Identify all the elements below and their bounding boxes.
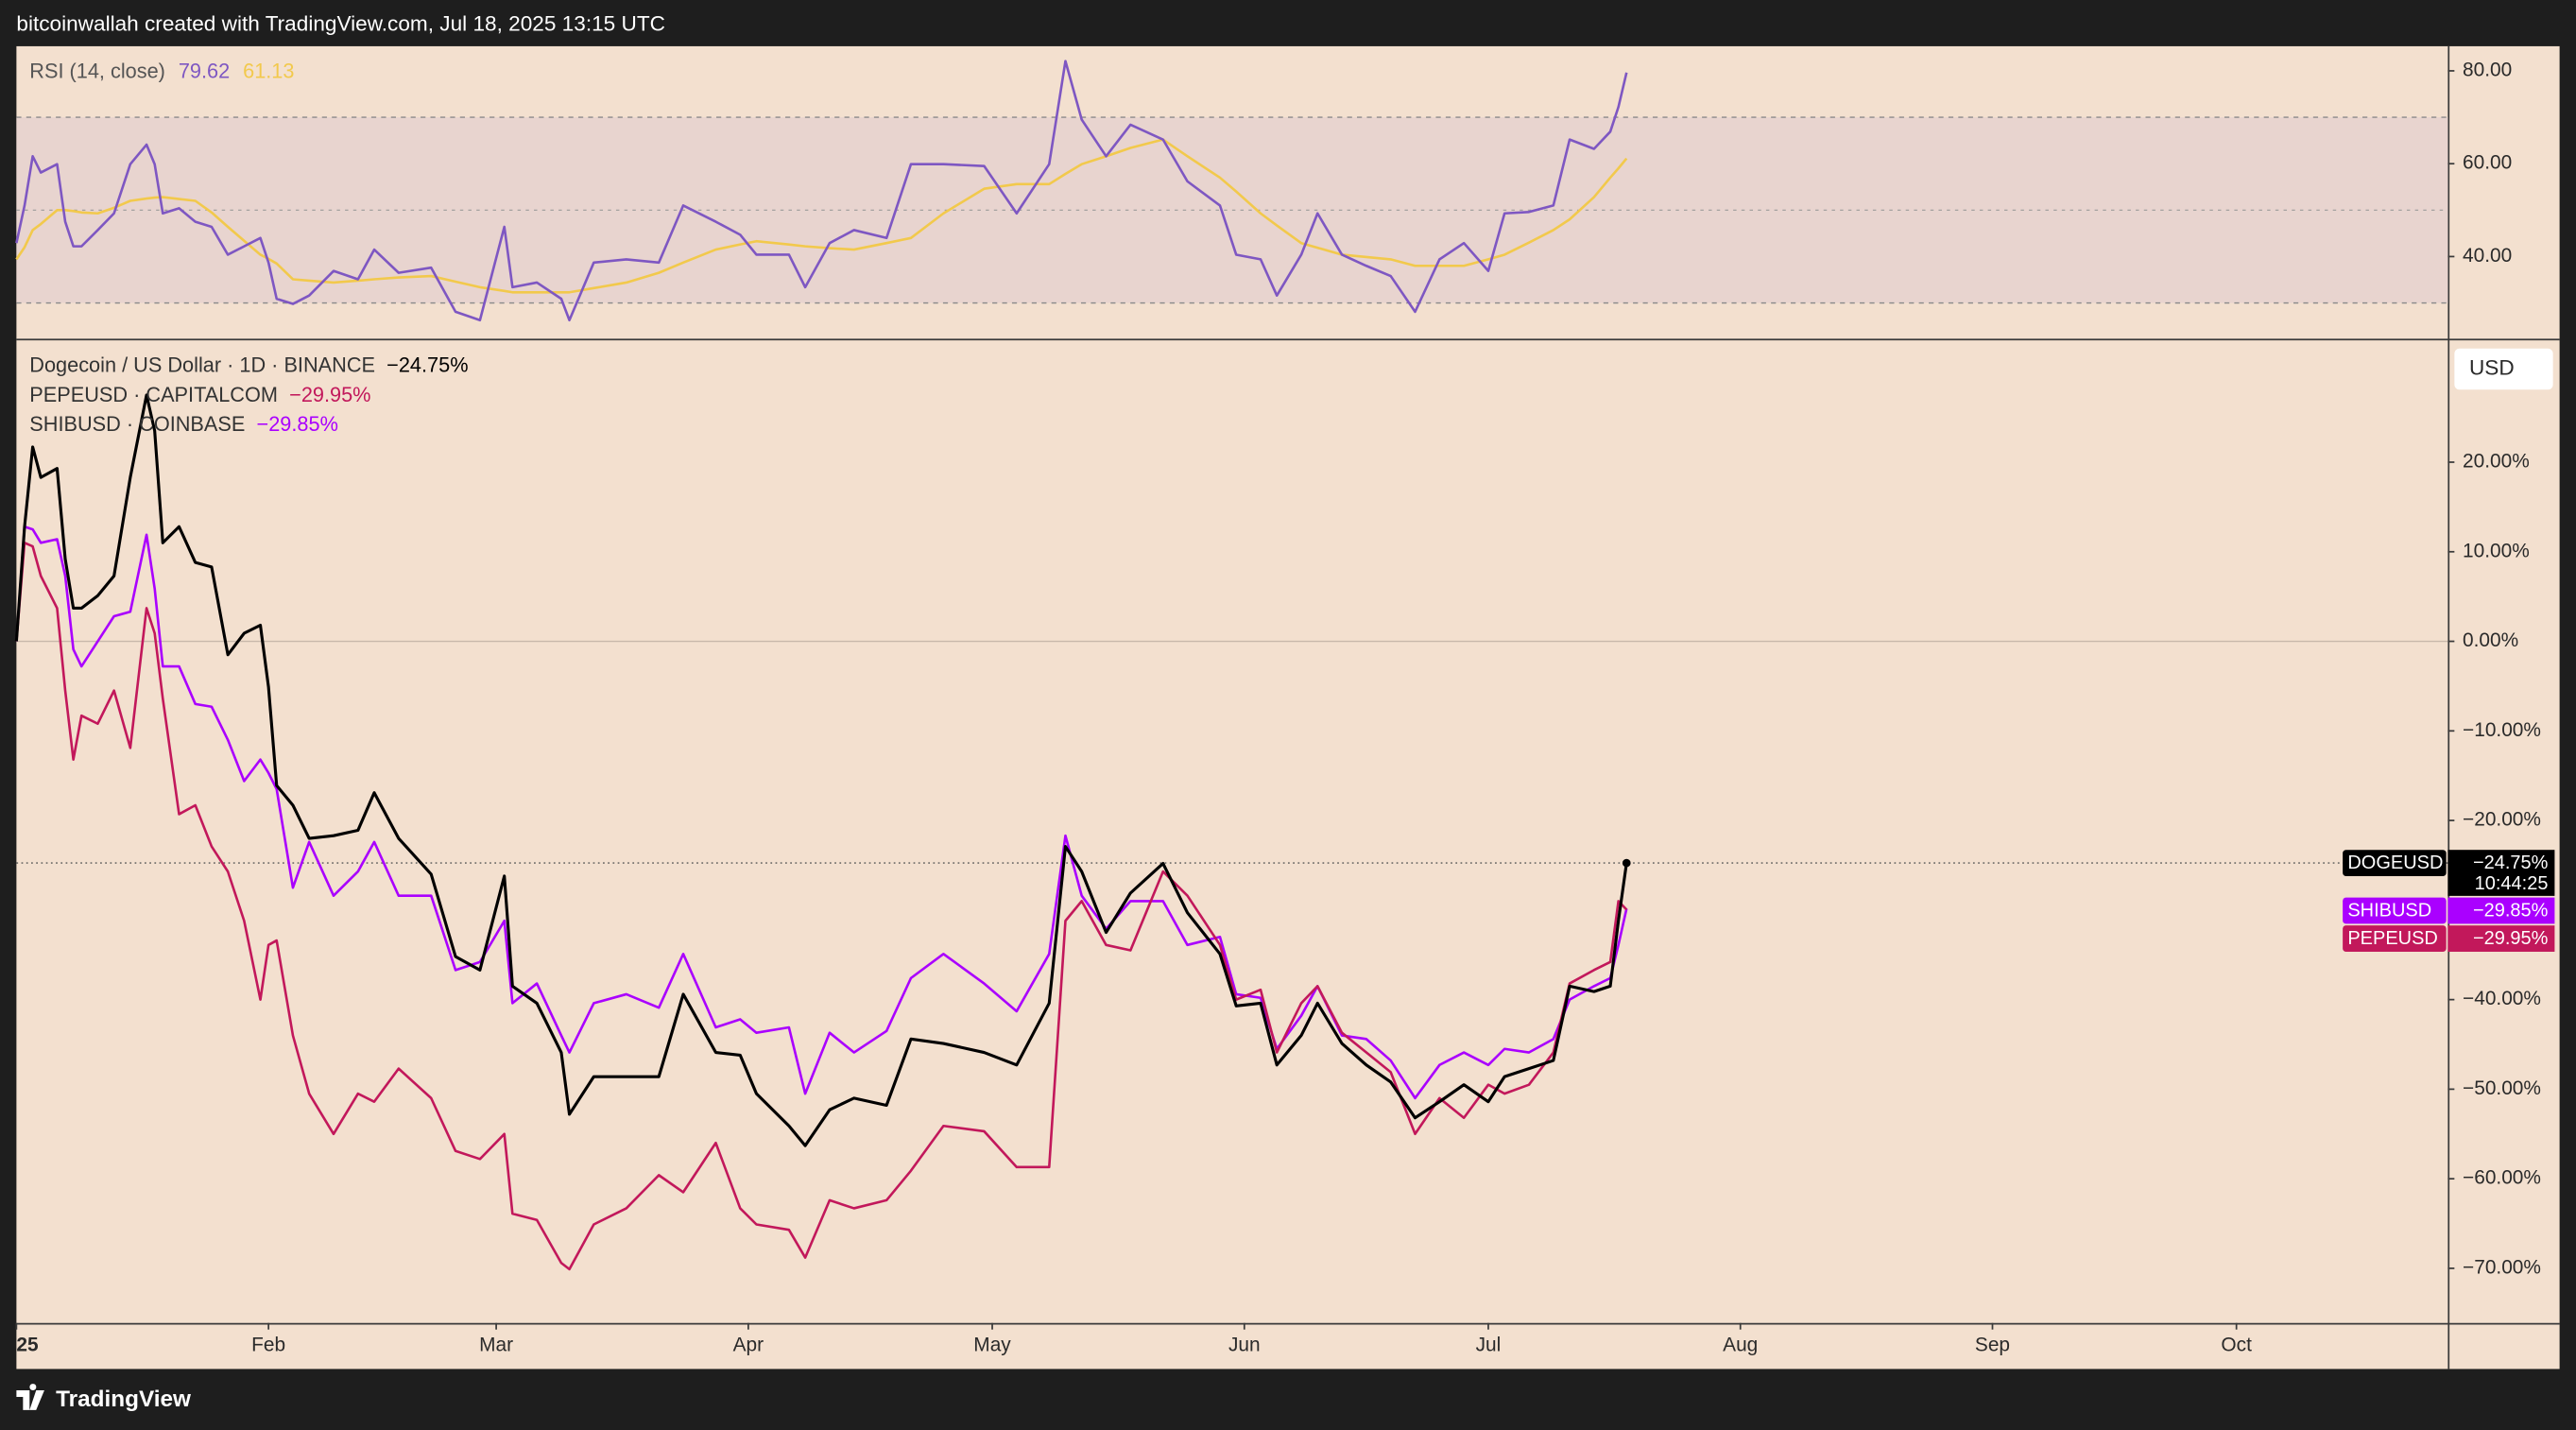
price-tag-name-box [2343, 925, 2447, 952]
legend-value: 79.62 [179, 59, 230, 82]
x-tick-label: Mar [479, 1335, 513, 1356]
series-line [15, 541, 1628, 1271]
price-tag-box [2447, 850, 2555, 896]
footer-brand: TradingView [56, 1387, 191, 1412]
price-tag-value: −29.85% [2473, 901, 2549, 922]
x-tick-label: Apr [733, 1335, 764, 1356]
last-point [1622, 858, 1631, 868]
series-line [15, 60, 1628, 322]
price-tag-box [2447, 925, 2555, 952]
y-tick-label: −70.00% [2463, 1256, 2541, 1278]
x-tick-label: May [973, 1335, 1011, 1356]
price-tag-box [2447, 897, 2555, 924]
y-tick-label: 10.00% [2463, 540, 2530, 561]
series-line [15, 138, 1628, 294]
y-tick-label: −10.00% [2463, 719, 2541, 741]
legend-name: PEPEUSD · CAPITALCOM [29, 383, 278, 406]
x-tick-label: Aug [1723, 1335, 1758, 1356]
unit-button[interactable] [2454, 348, 2553, 390]
y-tick-label: −40.00% [2463, 988, 2541, 1009]
series-line [14, 393, 1628, 1147]
tradingview-logo [16, 1384, 44, 1410]
y-tick-label: 60.00 [2463, 152, 2512, 174]
y-tick-label: 20.00% [2463, 451, 2530, 473]
series-line [15, 525, 1628, 1100]
y-tick-label: 80.00 [2463, 59, 2512, 80]
x-tick-label: Jun [1228, 1335, 1261, 1356]
x-tick-label: Feb [251, 1335, 285, 1356]
countdown: 10:44:25 [2475, 873, 2549, 894]
price-tag-name: PEPEUSD [2347, 928, 2438, 949]
legend-title: RSI (14, close) [29, 59, 165, 82]
y-tick-label: −20.00% [2463, 809, 2541, 831]
x-tick-label: Jul [1476, 1335, 1502, 1356]
legend-value: −29.95% [289, 383, 370, 406]
legend-value: −24.75% [386, 353, 468, 377]
y-tick-label: −50.00% [2463, 1077, 2541, 1099]
price-tag-value: −29.95% [2473, 928, 2549, 949]
legend-name: Dogecoin / US Dollar · 1D · BINANCE [29, 353, 375, 377]
price-tag-name-box [2343, 897, 2447, 924]
price-tag-name: DOGEUSD [2347, 853, 2443, 873]
x-tick-label: Sep [1975, 1335, 2010, 1356]
y-tick-label: 40.00 [2463, 245, 2512, 267]
x-tick-label: Oct [2221, 1335, 2252, 1356]
legend-value: −29.85% [257, 412, 338, 436]
header-text: bitcoinwallah created with TradingView.c… [16, 11, 665, 35]
legend-value: 61.13 [243, 59, 294, 82]
unit-label[interactable]: USD [2469, 356, 2515, 380]
price-tag-name: SHIBUSD [2347, 901, 2431, 922]
legend-name: SHIBUSD · COINBASE [29, 412, 245, 436]
price-tag-value: −24.75% [2473, 853, 2549, 873]
y-tick-label: −60.00% [2463, 1167, 2541, 1189]
x-tick-label: 25 [16, 1335, 39, 1356]
y-tick-label: 0.00% [2463, 629, 2518, 651]
price-tag-name-box [2343, 850, 2447, 877]
